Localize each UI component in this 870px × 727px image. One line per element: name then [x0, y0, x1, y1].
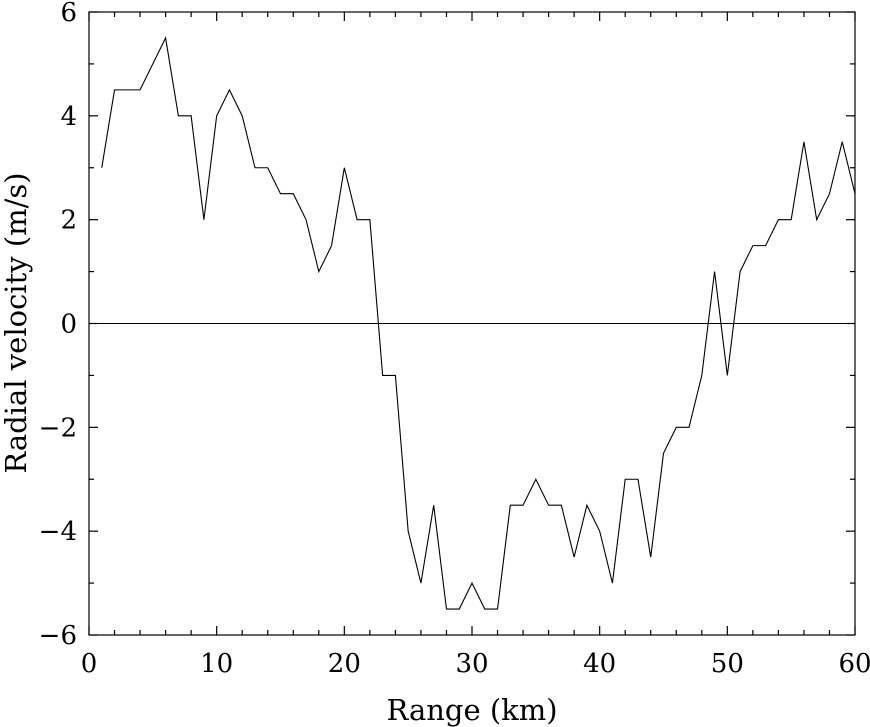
x-tick-label: 20: [328, 649, 361, 679]
x-tick-label: 10: [200, 649, 233, 679]
y-tick-label: −6: [39, 621, 77, 651]
y-tick-label: 6: [60, 0, 77, 28]
x-tick-label: 0: [81, 649, 98, 679]
y-tick-label: 4: [60, 102, 77, 132]
x-tick-label: 40: [583, 649, 616, 679]
series-line: [101, 36, 856, 610]
y-axis-label: Radial velocity (m/s): [0, 172, 33, 473]
x-tick-label: 50: [711, 649, 744, 679]
x-axis-ticks: 0 10 20 30 40 50 60: [81, 12, 870, 679]
y-tick-label: −2: [39, 413, 77, 443]
y-tick-label: 0: [60, 310, 77, 340]
y-tick-label: 2: [60, 206, 77, 236]
y-tick-label: −4: [39, 517, 77, 547]
x-tick-label: 30: [455, 649, 488, 679]
x-axis-label: Range (km): [386, 693, 557, 727]
y-axis-ticks: −6 −4 −2 0 2 4 6: [39, 0, 855, 651]
x-tick-label: 60: [838, 649, 870, 679]
